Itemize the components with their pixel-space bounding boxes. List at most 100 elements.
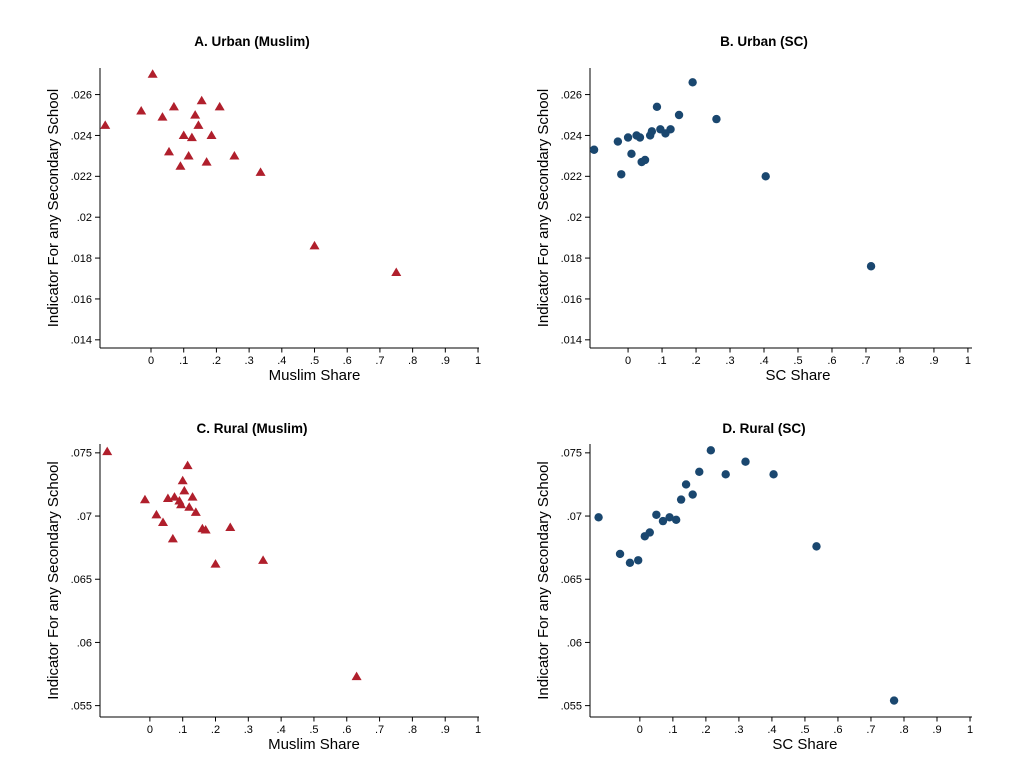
x-tick-label: .9 <box>929 355 938 367</box>
data-point-marker <box>139 494 150 504</box>
data-point-marker <box>647 127 657 136</box>
data-point-marker <box>151 509 162 519</box>
x-tick-label: .8 <box>408 724 417 736</box>
x-axis-title: Muslim Share <box>269 367 361 384</box>
y-axis-title: Indicator For any Secondary School <box>535 461 552 699</box>
data-point-marker <box>309 240 320 250</box>
data-point-marker <box>157 112 168 121</box>
panel-title: C. Rural (Muslim) <box>196 421 307 436</box>
data-point-marker <box>186 132 197 142</box>
x-tick-label: .5 <box>800 724 809 736</box>
panel-title: B. Urban (SC) <box>720 34 808 49</box>
data-point-marker <box>175 161 186 170</box>
x-tick-label: .5 <box>310 355 319 367</box>
y-tick-label: .018 <box>71 253 92 265</box>
data-point-marker <box>695 467 704 477</box>
data-point-marker <box>167 533 178 543</box>
y-tick-label: .055 <box>71 700 92 712</box>
x-tick-label: .2 <box>701 724 710 736</box>
data-point-marker <box>184 502 195 511</box>
x-tick-label: .5 <box>793 355 802 367</box>
scatter-plot-urban-muslim: A. Urban (Muslim) .014 .016 .018 .02 .022 .024… <box>45 34 481 384</box>
data-point-marker <box>229 150 240 160</box>
data-point-marker <box>196 95 207 105</box>
y-tick-label: .026 <box>71 89 92 101</box>
data-point-marker <box>225 522 236 532</box>
y-tick-label: .06 <box>77 637 92 649</box>
x-tick-label: .1 <box>668 724 677 736</box>
data-point-marker <box>681 480 691 489</box>
data-point-marker <box>627 149 636 159</box>
data-point-marker <box>652 510 661 519</box>
data-point-marker <box>158 517 169 526</box>
data-point-marker <box>187 492 198 501</box>
y-axis-title: Indicator For any Secondary School <box>45 89 62 327</box>
data-point-marker <box>182 460 193 470</box>
x-tick-label: 1 <box>475 724 481 736</box>
data-point-marker <box>351 671 362 681</box>
data-point-marker <box>889 696 899 705</box>
data-point-marker <box>635 133 645 142</box>
data-point-marker <box>866 262 876 271</box>
y-tick-label: .018 <box>561 253 582 265</box>
y-tick-label: .02 <box>567 212 582 224</box>
x-tick-label: .8 <box>408 355 417 367</box>
y-axis-title: Indicator For any Secondary School <box>535 89 552 327</box>
x-tick-label: .1 <box>178 724 187 736</box>
data-point-marker <box>769 470 778 479</box>
data-point-marker <box>206 130 217 140</box>
x-axis-title: SC Share <box>772 736 837 753</box>
data-point-marker <box>190 110 201 119</box>
y-tick-label: .014 <box>561 335 582 347</box>
data-point-marker <box>613 137 623 146</box>
data-point-marker <box>179 485 190 495</box>
x-tick-label: .2 <box>691 355 700 367</box>
x-tick-label: 1 <box>967 724 973 736</box>
x-tick-label: .7 <box>375 724 384 736</box>
y-tick-label: .016 <box>71 294 92 306</box>
data-point-marker <box>688 490 697 499</box>
data-point-marker <box>589 145 599 154</box>
y-axis-title: Indicator For any Secondary School <box>45 461 62 699</box>
x-tick-label: .1 <box>657 355 666 367</box>
data-point-marker <box>671 515 681 525</box>
data-point-marker <box>136 106 147 115</box>
x-tick-label: 1 <box>475 355 481 367</box>
data-point-marker <box>178 130 189 140</box>
data-point-marker <box>100 120 111 129</box>
data-point-marker <box>665 513 674 522</box>
data-point-marker <box>168 101 179 111</box>
y-tick-label: .022 <box>71 171 92 183</box>
data-point-marker <box>640 155 650 165</box>
x-tick-label: .3 <box>725 355 734 367</box>
data-point-marker <box>214 101 225 111</box>
x-tick-label: .4 <box>277 724 286 736</box>
data-point-marker <box>193 120 204 129</box>
y-tick-label: .014 <box>71 335 92 347</box>
x-tick-label: 0 <box>637 724 643 736</box>
data-point-marker <box>712 114 721 124</box>
x-axis-title: Muslim Share <box>268 736 360 753</box>
x-tick-label: .7 <box>375 355 384 367</box>
data-point-marker <box>615 549 625 559</box>
data-point-marker <box>623 133 633 142</box>
data-point-marker <box>255 167 266 176</box>
data-point-marker <box>391 267 402 276</box>
data-point-marker <box>258 555 269 564</box>
data-point-marker <box>652 102 662 112</box>
data-point-marker <box>102 446 113 456</box>
data-point-marker <box>190 507 201 516</box>
data-point-marker <box>688 78 697 87</box>
x-tick-label: .9 <box>441 355 450 367</box>
scatter-plot-rural-muslim: C. Rural (Muslim) .055 .06 .065 .07 .075 0 .1 .2… <box>45 421 481 753</box>
x-tick-label: .4 <box>759 355 768 367</box>
x-tick-label: .1 <box>179 355 188 367</box>
scatter-plot-urban-sc: B. Urban (SC) .014 .016 .018 .02 .022 .024 .026… <box>535 34 972 384</box>
data-point-marker <box>634 556 643 565</box>
y-tick-label: .065 <box>561 574 582 586</box>
panel-a-urban-muslim: A. Urban (Muslim) .014 .016 .018 .02 .022 .024… <box>0 0 512 387</box>
x-tick-label: .8 <box>899 724 908 736</box>
y-tick-label: .06 <box>567 637 582 649</box>
data-point-marker <box>163 146 174 156</box>
x-tick-label: .6 <box>827 355 836 367</box>
